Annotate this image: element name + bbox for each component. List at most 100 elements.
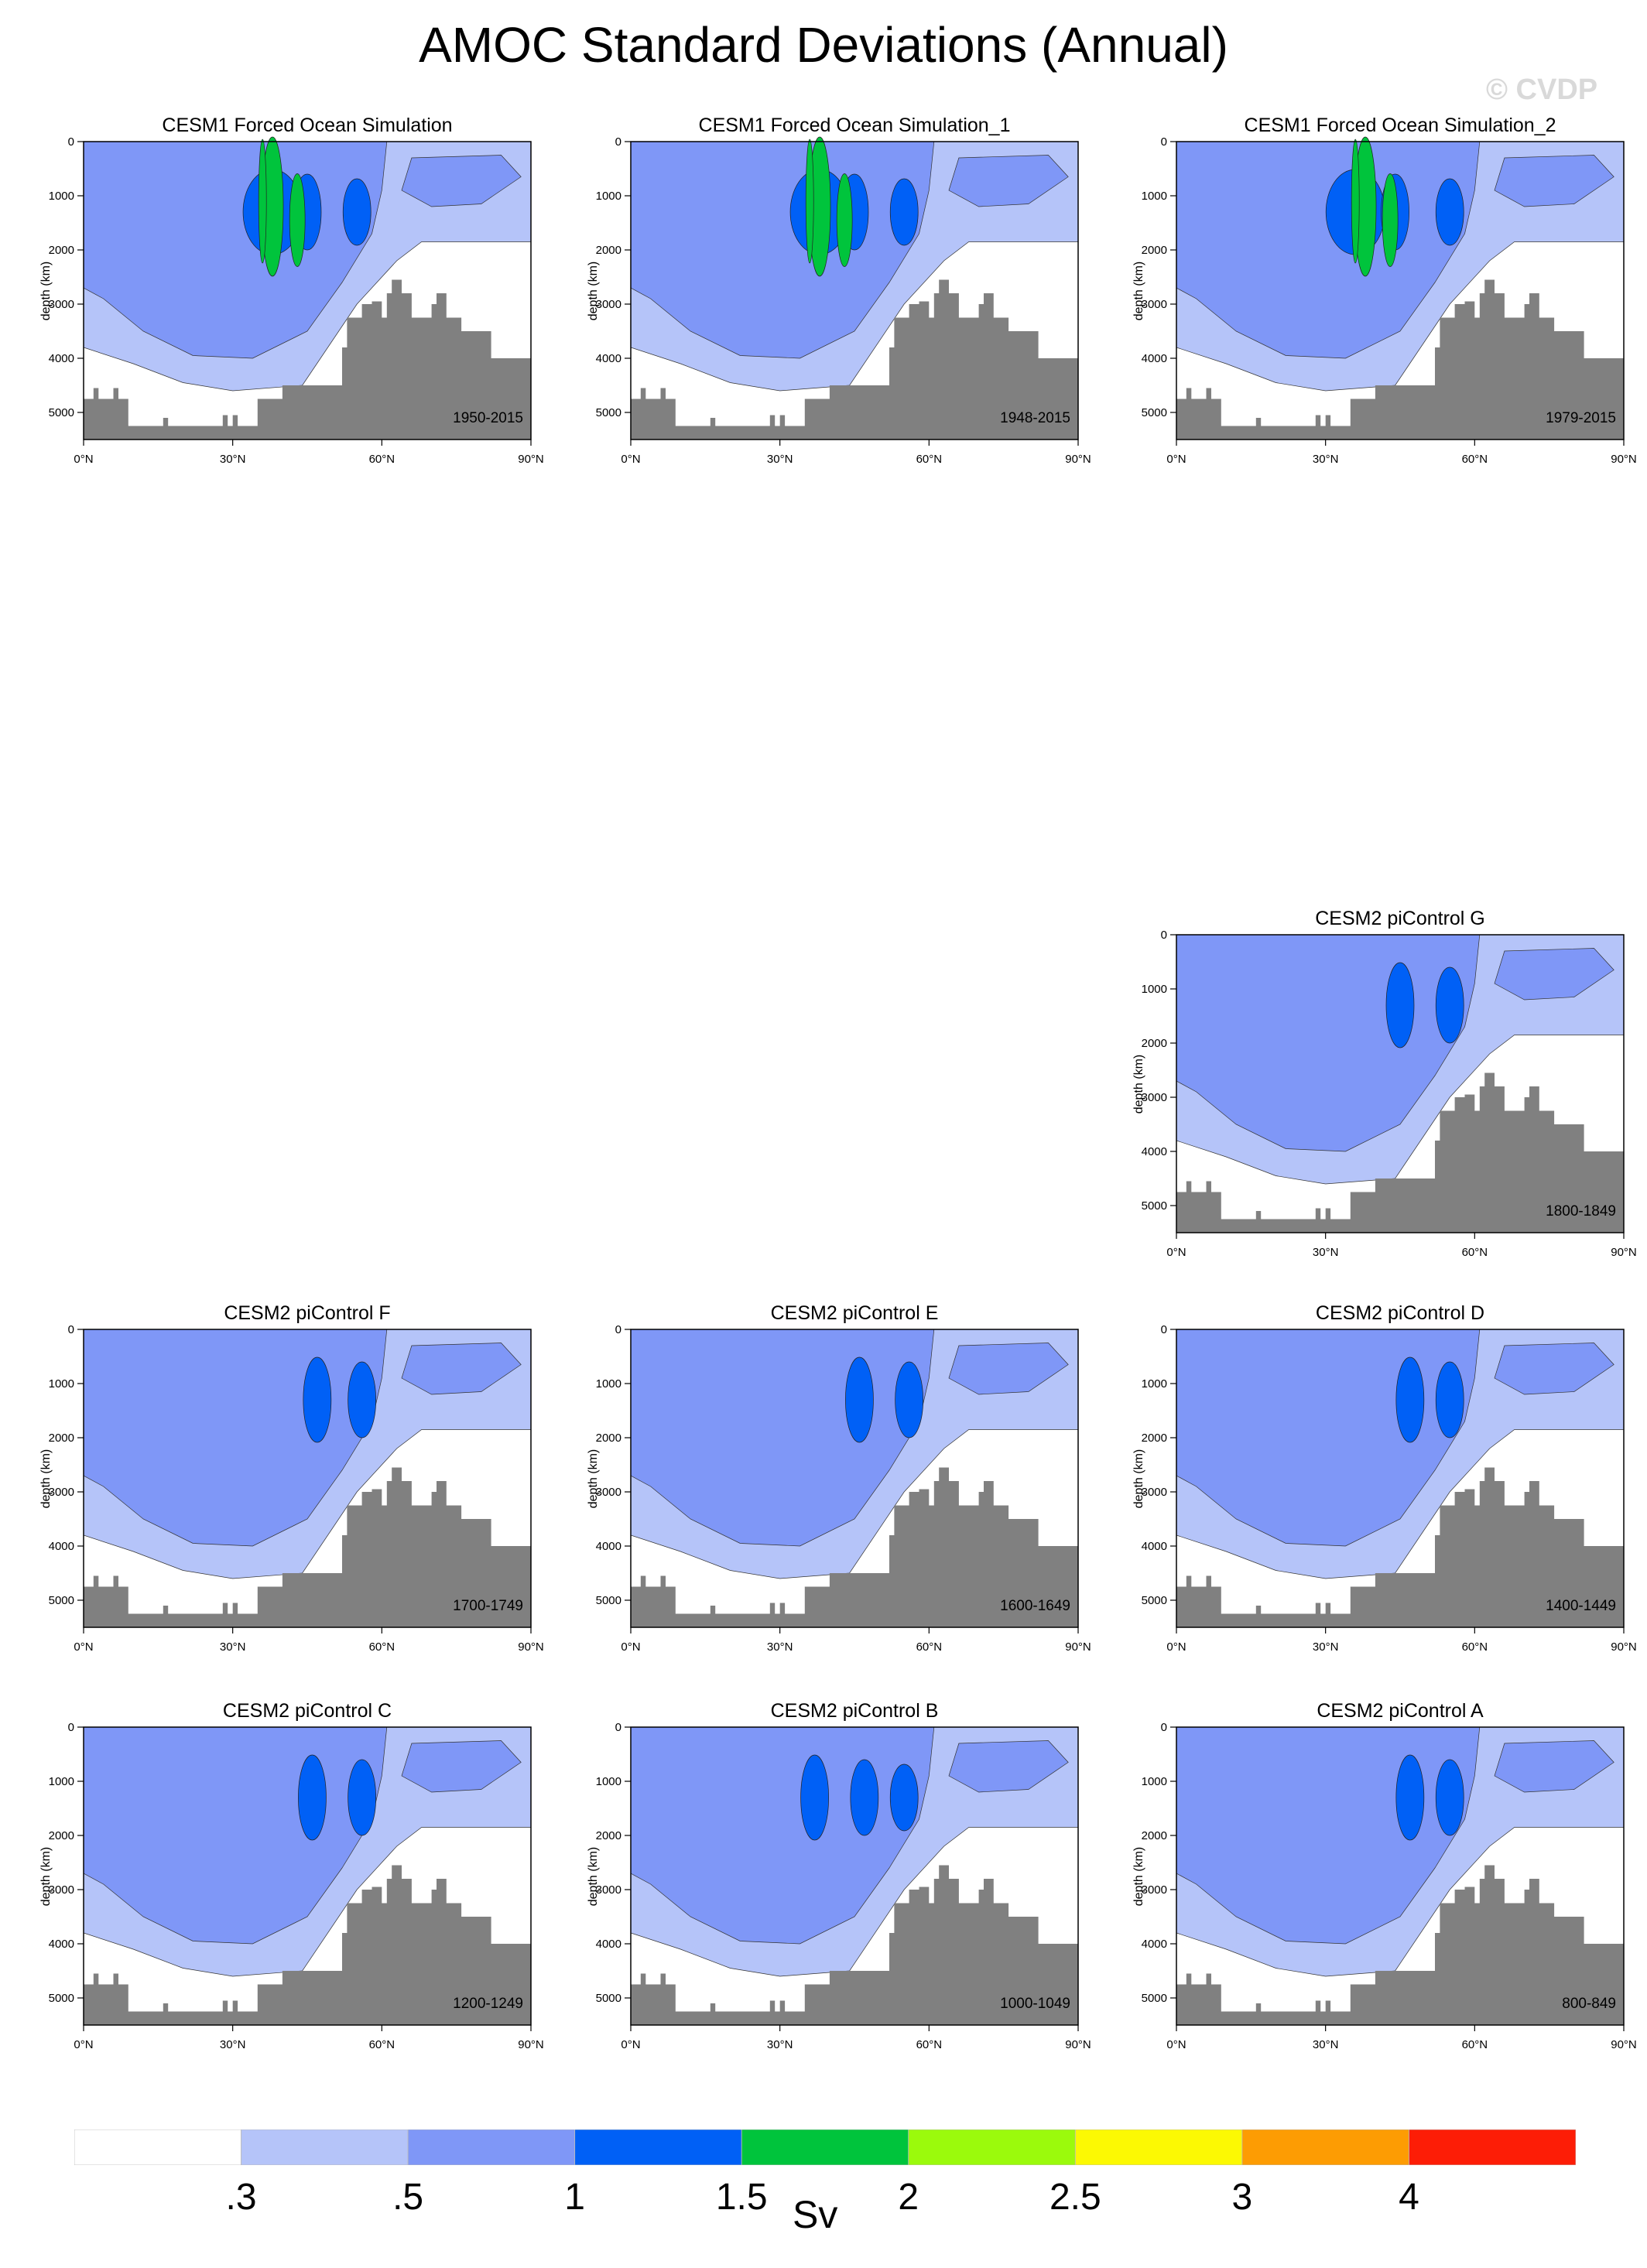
colorbar-swatch (1074, 2129, 1243, 2165)
y-tick-label: 0 (68, 1323, 74, 1336)
contour-core (845, 1356, 874, 1443)
contour-panel: 0 1000 2000 3000 4000 5000 0°N 30°N 60°N 90°N 1948… (596, 135, 1091, 466)
y-tick-label: 0 (1161, 135, 1167, 149)
colorbar-label: 3 (1231, 2177, 1253, 2218)
x-tick-label: 60°N (916, 1640, 943, 1654)
y-tick-label: 4000 (49, 1540, 74, 1553)
colorbar-swatch (407, 2129, 576, 2165)
colorbar-swatch (1241, 2129, 1409, 2165)
x-tick-label: 0°N (1166, 1246, 1186, 1259)
y-tick-label: 3000 (1142, 1883, 1167, 1897)
x-tick-label: 60°N (1462, 1640, 1488, 1654)
plot-frame (83, 141, 532, 440)
contour-core (889, 1763, 919, 1832)
contour-fill-0.5-north (948, 1343, 1069, 1395)
y-tick-label: 0 (615, 135, 621, 149)
y-tick-label: 5000 (1142, 1199, 1167, 1213)
panel-title: CESM2 piControl E (770, 1302, 939, 1324)
y-tick-label: 1000 (596, 1775, 621, 1788)
colorbar-swatch (741, 2129, 909, 2165)
x-tick-label: 90°N (518, 453, 544, 466)
panel-title: CESM2 piControl D (1315, 1302, 1485, 1324)
y-tick-label: 0 (615, 1721, 621, 1734)
y-tick-label: 3000 (49, 298, 74, 311)
x-tick-label: 90°N (1065, 1640, 1091, 1654)
contour-core (298, 1754, 327, 1841)
plot-frame (1176, 1329, 1625, 1628)
x-tick-label: 90°N (518, 1640, 544, 1654)
y-tick-label: 2000 (49, 244, 74, 257)
x-tick-label: 0°N (621, 2038, 640, 2051)
x-tick-label: 30°N (1313, 1640, 1339, 1654)
contour-panel: 0 1000 2000 3000 4000 5000 0°N 30°N 60°N 90°N 1400… (1142, 1323, 1637, 1654)
period-label: 800-849 (1562, 1996, 1616, 2012)
x-tick-label: 60°N (369, 1640, 395, 1654)
bathymetry-land (84, 1865, 531, 2025)
contour-fill-0.5-north (1494, 1343, 1614, 1395)
period-label: 1200-1249 (453, 1996, 523, 2012)
y-tick-label: 0 (68, 135, 74, 149)
page-title: AMOC Standard Deviations (Annual) (419, 17, 1228, 73)
contour-core (1435, 966, 1464, 1044)
x-tick-label: 90°N (518, 2038, 544, 2051)
y-tick-label: 2000 (1142, 1037, 1167, 1050)
plot-frame (630, 1726, 1079, 2026)
panel-title: CESM1 Forced Ocean Simulation (162, 115, 453, 136)
x-tick-label: 60°N (916, 2038, 943, 2051)
y-tick-label: 1000 (596, 190, 621, 203)
contour-core (1395, 1754, 1425, 1841)
y-tick-label: 0 (615, 1323, 621, 1336)
colorbar-label: .5 (392, 2177, 424, 2218)
panel-title: CESM2 piControl F (224, 1302, 391, 1324)
panel-title: CESM2 piControl G (1315, 908, 1485, 929)
contour-panel: 0 1000 2000 3000 4000 5000 0°N 30°N 60°N 90°N 1950… (49, 135, 544, 466)
x-tick-label: 0°N (74, 453, 93, 466)
period-label: 1800-1849 (1546, 1203, 1616, 1220)
y-tick-label: 2000 (1142, 1829, 1167, 1842)
contour-panel: 0 1000 2000 3000 4000 5000 0°N 30°N 60°N 90°N 1600… (596, 1323, 1091, 1654)
period-label: 1948-2015 (1000, 410, 1070, 426)
y-tick-label: 1000 (49, 1377, 74, 1391)
colorbar-swatch (574, 2129, 742, 2165)
colorbar-label: .3 (225, 2177, 257, 2218)
panel-title: CESM1 Forced Ocean Simulation_2 (1244, 115, 1556, 136)
x-tick-label: 0°N (1166, 453, 1186, 466)
contour-core (850, 1759, 879, 1836)
x-tick-label: 30°N (1313, 453, 1339, 466)
contour-panel: 0 1000 2000 3000 4000 5000 0°N 30°N 60°N 90°N 1979… (1142, 135, 1637, 466)
contour-core (1435, 1361, 1464, 1438)
x-tick-label: 30°N (220, 453, 246, 466)
y-tick-label: 4000 (1142, 1145, 1167, 1158)
contour-panel: 0 1000 2000 3000 4000 5000 0°N 30°N 60°N 90°N 800-… (1142, 1721, 1637, 2051)
x-tick-label: 30°N (1313, 2038, 1339, 2051)
y-tick-label: 5000 (1142, 1992, 1167, 2005)
y-tick-label: 4000 (49, 352, 74, 365)
period-label: 1950-2015 (453, 410, 523, 426)
contour-core-1.5 (1382, 173, 1399, 267)
y-tick-label: 0 (1161, 929, 1167, 942)
contour-core (889, 178, 919, 246)
plot-frame (83, 1329, 532, 1628)
x-tick-label: 30°N (220, 1640, 246, 1654)
y-tick-label: 2000 (596, 1432, 621, 1445)
contour-panel: 0 1000 2000 3000 4000 5000 0°N 30°N 60°N 90°N 1800… (1142, 929, 1637, 1259)
x-tick-label: 30°N (220, 2038, 246, 2051)
contour-core-1.5 (258, 139, 267, 264)
bathymetry-land (631, 1467, 1078, 1627)
y-tick-label: 3000 (596, 298, 621, 311)
colorbar (74, 2129, 1576, 2165)
y-tick-label: 3000 (49, 1883, 74, 1897)
x-tick-label: 30°N (767, 1640, 793, 1654)
contour-core (1435, 1759, 1464, 1836)
contour-panel: 0 1000 2000 3000 4000 5000 0°N 30°N 60°N 90°N 1700… (49, 1323, 544, 1654)
bathymetry-land (1176, 1865, 1624, 2025)
plot-frame (1176, 141, 1625, 440)
y-tick-label: 3000 (596, 1883, 621, 1897)
contour-fill-0.5-north (1494, 155, 1614, 207)
x-tick-label: 0°N (74, 2038, 93, 2051)
y-tick-label: 1000 (1142, 983, 1167, 996)
y-tick-label: 5000 (1142, 1594, 1167, 1607)
contour-fill-0.5-north (948, 155, 1069, 207)
contour-core (1395, 1356, 1425, 1443)
contour-core (348, 1361, 376, 1438)
